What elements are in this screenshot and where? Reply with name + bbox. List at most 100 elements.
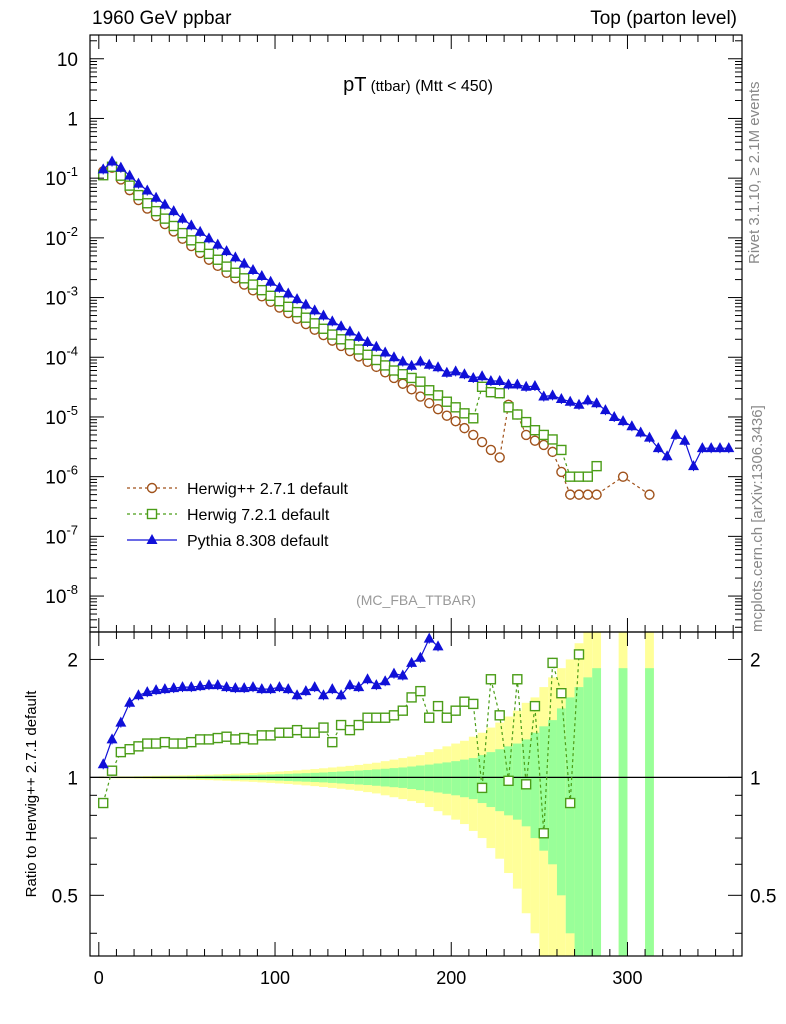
data-point	[115, 746, 127, 758]
data-point	[124, 169, 136, 180]
data-point	[415, 391, 426, 402]
data-point	[406, 384, 417, 395]
data-point	[115, 716, 127, 727]
data-point	[309, 727, 320, 738]
data-point	[335, 719, 347, 731]
data-point	[106, 765, 118, 776]
data-point	[326, 315, 338, 326]
data-point	[142, 198, 153, 209]
main-series	[98, 162, 655, 500]
data-point	[133, 189, 144, 201]
data-point	[370, 679, 382, 690]
main-series	[98, 161, 602, 482]
ratio-y-tick-label: 2	[67, 650, 78, 671]
data-point	[626, 420, 638, 431]
green-band-bin	[556, 708, 566, 896]
data-point	[538, 439, 549, 451]
data-point	[370, 340, 382, 351]
data-point	[133, 741, 144, 752]
data-point	[635, 426, 647, 437]
green-band-bin	[451, 761, 461, 796]
series-line	[102, 166, 650, 496]
data-point	[441, 712, 453, 723]
data-point	[388, 710, 400, 721]
data-point	[379, 346, 391, 357]
data-point	[212, 732, 223, 744]
y-tick-label: 1	[67, 109, 78, 130]
data-point	[441, 366, 453, 377]
main-series	[97, 155, 735, 472]
data-point	[177, 227, 188, 239]
data-point	[300, 727, 312, 738]
data-point	[529, 380, 541, 391]
y-tick-label: 10-8	[45, 582, 78, 608]
data-point	[142, 738, 153, 749]
data-point	[256, 269, 268, 280]
data-point	[503, 775, 514, 787]
data-point	[556, 466, 567, 478]
data-point	[141, 686, 153, 697]
data-point	[432, 361, 444, 372]
data-point	[159, 736, 171, 748]
data-point	[582, 471, 594, 482]
data-point	[591, 489, 602, 500]
green-band-bin	[468, 758, 478, 800]
data-point	[221, 245, 233, 256]
data-point	[485, 386, 497, 398]
data-point	[432, 640, 444, 651]
data-point	[503, 378, 515, 389]
data-point	[309, 318, 320, 329]
legend-label: Herwig++ 2.7.1 default	[187, 481, 349, 498]
data-point	[485, 674, 497, 685]
data-point	[98, 797, 109, 809]
green-band-bin	[495, 749, 505, 812]
data-point	[150, 738, 162, 749]
data-point	[423, 632, 435, 643]
data-point	[520, 380, 532, 391]
data-point	[424, 712, 435, 723]
data-point	[362, 673, 374, 684]
data-point	[229, 682, 241, 693]
data-point	[291, 689, 303, 700]
data-point	[476, 782, 488, 794]
data-point	[485, 444, 497, 456]
data-point	[291, 293, 303, 304]
data-point	[326, 683, 338, 694]
data-point	[564, 471, 576, 482]
y-tick-label: 10-4	[45, 343, 78, 369]
y-tick-label: 10-1	[45, 164, 78, 190]
x-tick-label: 100	[260, 968, 290, 988]
data-point	[520, 416, 532, 428]
data-point	[274, 727, 285, 738]
data-point	[132, 177, 144, 188]
data-point	[309, 681, 321, 692]
data-point	[476, 370, 488, 381]
data-point	[424, 397, 435, 409]
data-point	[238, 273, 250, 284]
green-band-bin	[512, 743, 522, 820]
data-point	[335, 320, 347, 331]
data-point	[335, 334, 347, 345]
data-point	[150, 191, 162, 202]
data-point	[450, 402, 461, 413]
data-point	[573, 471, 585, 482]
data-point	[168, 220, 179, 232]
green-band-bin	[460, 759, 469, 798]
green-band-bin	[565, 697, 575, 934]
data-point	[300, 685, 312, 696]
green-band-bin	[574, 687, 584, 956]
data-point	[547, 389, 559, 400]
data-point	[406, 656, 418, 667]
data-point	[512, 674, 523, 685]
data-point	[300, 298, 312, 309]
data-point	[406, 359, 418, 370]
data-point	[335, 689, 347, 700]
data-point	[256, 683, 268, 694]
data-point	[379, 675, 391, 686]
legend-label: Herwig 7.2.1 default	[187, 507, 330, 524]
legend-marker	[146, 482, 158, 494]
data-point	[221, 261, 232, 272]
data-point	[643, 431, 655, 442]
data-point	[371, 712, 382, 723]
data-point	[273, 281, 285, 292]
